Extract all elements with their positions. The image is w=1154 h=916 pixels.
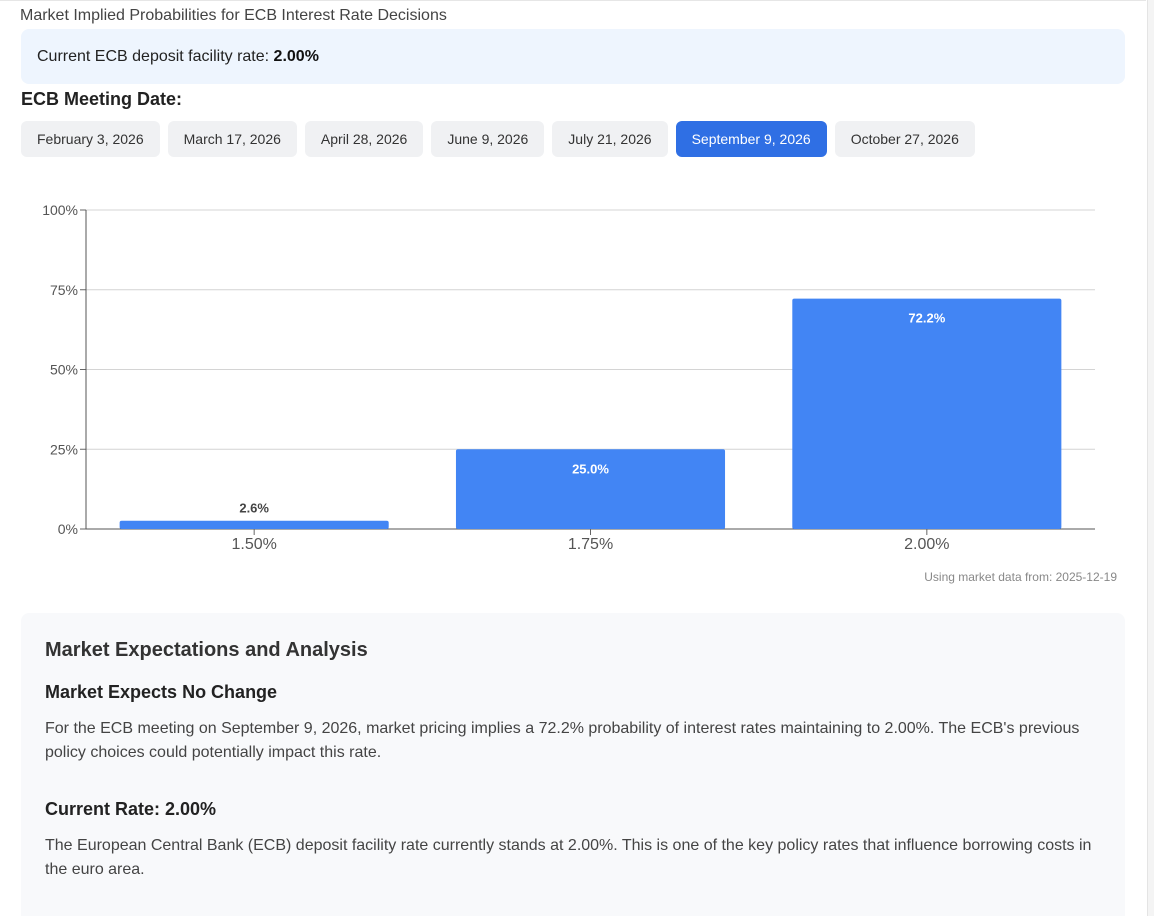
date-tab-september-9-2026[interactable]: September 9, 2026	[675, 121, 827, 157]
market-data-note: Using market data from: 2025-12-19	[924, 570, 1117, 584]
no-change-text: For the ECB meeting on September 9, 2026…	[45, 720, 1080, 761]
probability-chart-svg: 0% 25% 50% 75% 100% 2.6% 1.50% 25.0% 1.75% 72.2% 2…	[42, 202, 1095, 553]
analysis-title: Market Expectations and Analysis	[45, 639, 368, 661]
y-tick-label: 0%	[58, 521, 78, 537]
bar-value-label: 72.2%	[908, 311, 945, 326]
bar-1-75	[455, 449, 726, 529]
x-tick-label: 1.50%	[231, 536, 276, 553]
page-title: Market Implied Probabilities for ECB Int…	[20, 7, 447, 24]
meeting-date-heading: ECB Meeting Date:	[21, 89, 183, 109]
analysis-panel: Market Expectations and Analysis Market …	[21, 613, 1125, 916]
bar-2-00	[792, 298, 1062, 529]
y-tick-label: 50%	[50, 362, 78, 378]
date-tab-march-17-2026[interactable]: March 17, 2026	[167, 121, 297, 157]
bar-value-label: 2.6%	[239, 501, 269, 516]
date-tab-july-21-2026[interactable]: July 21, 2026	[552, 121, 668, 157]
probability-chart: 0% 25% 50% 75% 100% 2.6% 1.50% 25.0% 1.75% 72.2% 2…	[0, 190, 1146, 560]
date-tab-october-27-2026[interactable]: October 27, 2026	[834, 121, 975, 157]
y-tick-label: 75%	[50, 282, 78, 298]
top-divider	[0, 0, 1146, 1]
no-change-heading: Market Expects No Change	[45, 682, 278, 702]
date-tab-april-28-2026[interactable]: April 28, 2026	[304, 121, 424, 157]
scrollbar-track[interactable]	[1147, 0, 1154, 916]
current-rate-heading: Current Rate: 2.00%	[45, 799, 217, 819]
y-tick-label: 100%	[42, 202, 78, 218]
current-rate-banner: Current ECB deposit facility rate: 2.00%	[21, 29, 1125, 84]
current-rate-value: 2.00%	[273, 48, 319, 65]
x-tick-label: 2.00%	[904, 536, 949, 553]
current-rate-label: Current ECB deposit facility rate:	[37, 48, 274, 65]
y-tick-label: 25%	[50, 441, 78, 457]
bar-1-50	[119, 520, 389, 529]
date-tab-june-9-2026[interactable]: June 9, 2026	[431, 121, 545, 157]
x-tick-label: 1.75%	[568, 536, 613, 553]
meeting-date-tabs: February 3, 2026 March 17, 2026 April 28…	[21, 121, 975, 157]
current-rate-text: The European Central Bank (ECB) deposit …	[45, 837, 1092, 878]
bar-value-label: 25.0%	[572, 461, 609, 476]
date-tab-february-3-2026[interactable]: February 3, 2026	[21, 121, 160, 157]
